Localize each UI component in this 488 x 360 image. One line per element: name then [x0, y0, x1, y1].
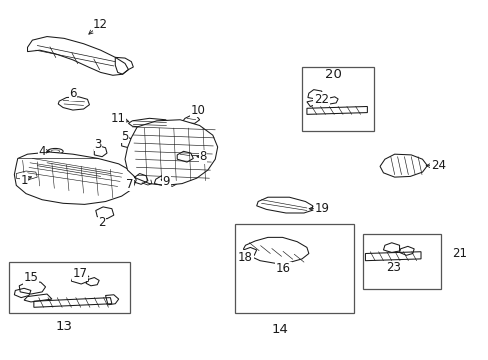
Text: 24: 24: [430, 159, 445, 172]
Text: 4: 4: [39, 145, 46, 158]
Text: 18: 18: [238, 251, 252, 264]
Text: 3: 3: [94, 138, 102, 150]
Text: 8: 8: [199, 150, 206, 163]
Text: 13: 13: [56, 320, 72, 333]
Text: 19: 19: [314, 202, 329, 215]
Text: 1: 1: [20, 174, 28, 186]
Text: 17: 17: [72, 267, 87, 280]
Text: 5: 5: [121, 130, 128, 143]
Text: 11: 11: [110, 112, 125, 125]
Text: 23: 23: [385, 261, 400, 274]
Text: 21: 21: [451, 247, 467, 260]
Text: 15: 15: [23, 271, 38, 284]
Polygon shape: [243, 237, 308, 263]
Text: 2: 2: [98, 216, 105, 229]
Text: 16: 16: [275, 262, 290, 275]
Text: 12: 12: [93, 18, 108, 31]
Polygon shape: [125, 120, 217, 185]
Bar: [362, 234, 441, 289]
Text: 10: 10: [190, 104, 205, 117]
Polygon shape: [14, 152, 136, 204]
Text: 20: 20: [324, 68, 341, 81]
Text: 7: 7: [126, 178, 133, 191]
Bar: [9, 262, 130, 313]
Text: 22: 22: [313, 93, 328, 106]
Text: 6: 6: [69, 87, 77, 100]
Bar: [234, 224, 353, 313]
Text: 9: 9: [163, 175, 170, 188]
Text: 14: 14: [271, 323, 287, 336]
Bar: [302, 67, 373, 131]
Polygon shape: [379, 154, 427, 177]
